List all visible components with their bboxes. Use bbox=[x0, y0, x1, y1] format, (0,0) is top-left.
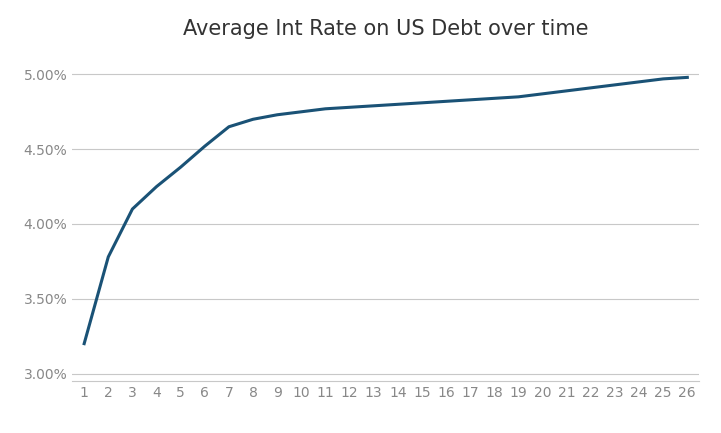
Title: Average Int Rate on US Debt over time: Average Int Rate on US Debt over time bbox=[183, 19, 588, 39]
